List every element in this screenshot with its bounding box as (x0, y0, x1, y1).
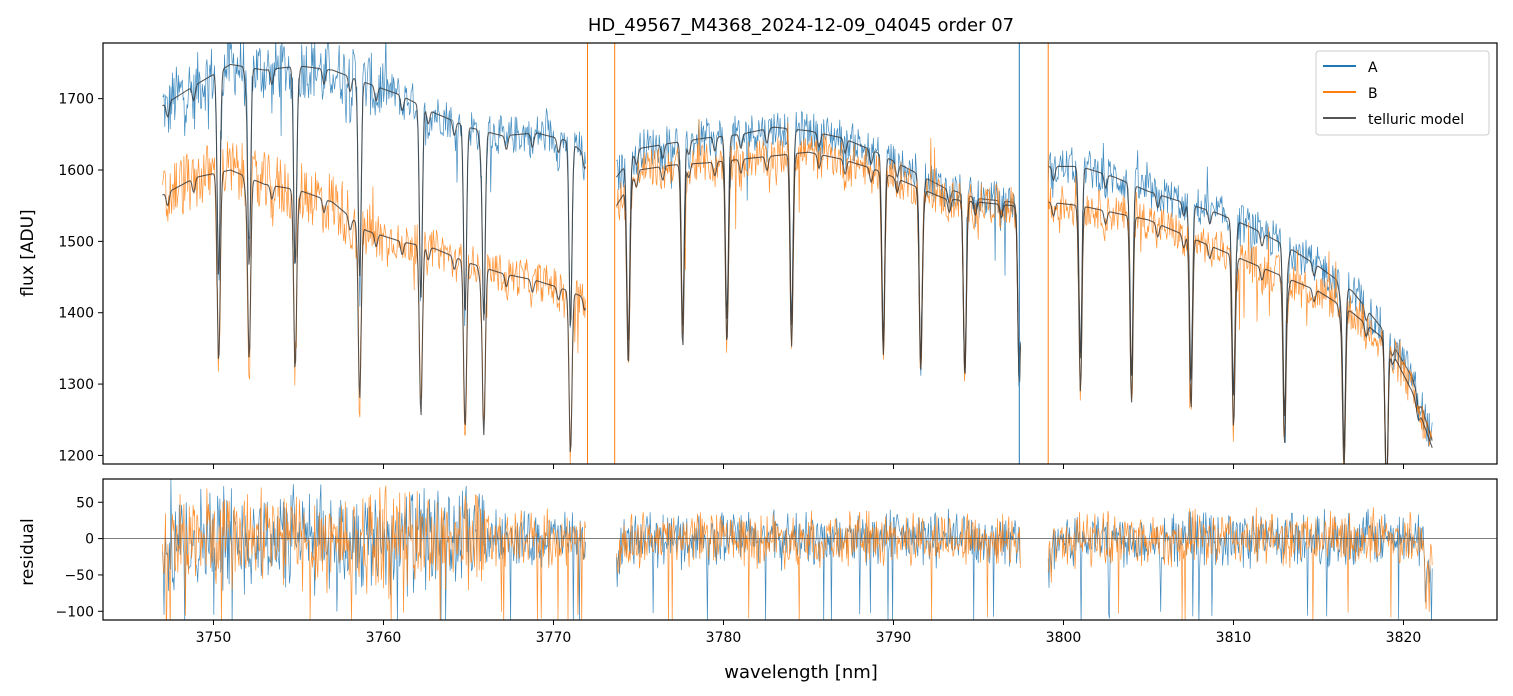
residual-b-segment-0 (162, 485, 586, 620)
residual-x-ticks: 3750 3760 3770 3780 3790 3800 3810 3820 (196, 620, 1422, 646)
flux-y-tick-label: 1300 (58, 377, 94, 393)
x-tick-label: 3750 (196, 630, 232, 646)
chart-title: HD_49567_M4368_2024-12-09_04045 order 07 (588, 15, 1014, 36)
flux-axes-frame (102, 42, 1498, 465)
telluric-model-b-segment-0 (162, 169, 587, 453)
telluric-model-b-segment-2 (1048, 201, 1433, 464)
flux-y-tick-label: 1400 (58, 306, 94, 322)
residual-plot-area (103, 479, 1497, 620)
residual-b-segment-1 (616, 510, 1021, 620)
x-axis-label: wavelength [nm] (724, 662, 878, 683)
x-tick-label: 3770 (536, 630, 572, 646)
legend-box (1315, 50, 1490, 136)
series-b-segment-2 (1047, 176, 1433, 464)
flux-y-tick-label: 1700 (58, 92, 94, 108)
flux-plot-area (162, 43, 1433, 464)
residual-y-tick-label: −50 (64, 568, 94, 584)
legend-label-telluric: telluric model (1368, 112, 1464, 128)
residual-y-tick-label: 0 (85, 532, 94, 548)
telluric-model-a-segment-2 (1048, 165, 1433, 464)
residual-a-segment-2 (1047, 508, 1433, 620)
series-a-segment-0 (162, 43, 586, 329)
residual-b-segment-2 (1047, 507, 1433, 620)
x-tick-label: 3760 (366, 630, 402, 646)
flux-x-ticks (213, 464, 1404, 469)
flux-y-ticks: 1200 1300 1400 1500 1600 1700 (58, 92, 103, 464)
flux-panel: 1200 1300 1400 1500 1600 1700 flux [ADU] A B … (18, 42, 1498, 469)
flux-y-axis-label: flux [ADU] (18, 209, 38, 296)
telluric-model-a-segment-0 (162, 63, 587, 326)
flux-y-tick-label: 1200 (58, 448, 94, 464)
x-tick-label: 3790 (876, 630, 912, 646)
residual-y-axis-label: residual (18, 518, 38, 585)
x-tick-label: 3810 (1216, 630, 1252, 646)
x-tick-label: 3780 (706, 630, 742, 646)
telluric-model-b-segment-1 (615, 151, 1021, 383)
legend-label-a: A (1368, 60, 1378, 76)
x-tick-label: 3800 (1046, 630, 1082, 646)
x-tick-label: 3820 (1386, 630, 1422, 646)
residual-y-tick-label: 50 (76, 495, 94, 511)
flux-y-tick-label: 1500 (58, 234, 94, 250)
residual-axes-frame (102, 478, 1498, 621)
legend: A B telluric model (1315, 50, 1490, 136)
residual-y-ticks: −100 −50 0 50 (56, 495, 103, 620)
series-a-segment-2 (1047, 142, 1433, 464)
flux-y-tick-label: 1600 (58, 163, 94, 179)
residual-y-tick-label: −100 (56, 604, 94, 620)
legend-label-b: B (1368, 86, 1378, 102)
